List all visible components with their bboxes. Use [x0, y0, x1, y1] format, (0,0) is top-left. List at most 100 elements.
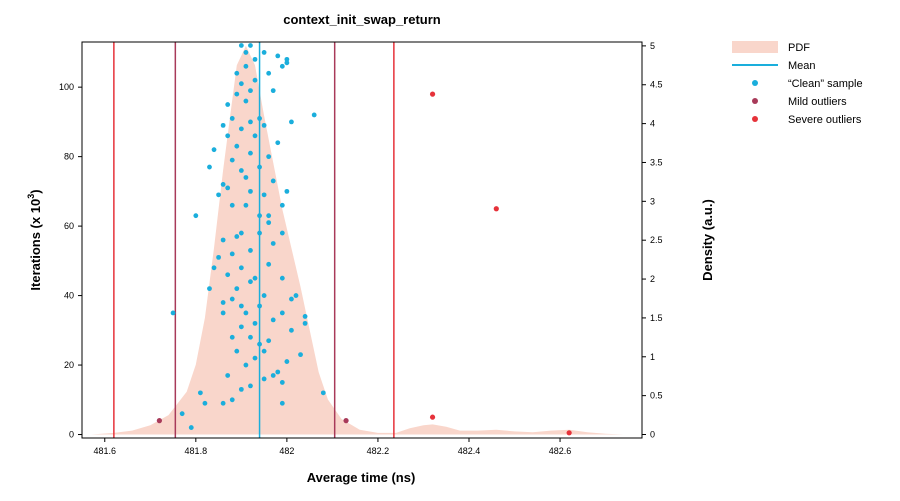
- plot-frame: [81, 41, 643, 439]
- clean-sample-point: [238, 265, 244, 271]
- clean-sample-point: [248, 383, 253, 389]
- clean-sample-point: [248, 334, 253, 340]
- y-tick-label: 80: [64, 152, 74, 162]
- clean-sample-point: [188, 425, 194, 430]
- clean-sample-point: [257, 213, 262, 219]
- clean-sample-point: [298, 352, 303, 358]
- y-axis-title-suffix: ): [28, 189, 43, 193]
- clean-sample-point: [302, 320, 308, 326]
- clean-sample-point: [238, 386, 244, 392]
- clean-sample-point: [225, 373, 231, 378]
- clean-sample-point: [270, 317, 276, 323]
- clean-sample-point: [275, 53, 281, 59]
- y-tick-label: 40: [64, 291, 74, 301]
- clean-sample-point: [216, 192, 221, 198]
- clean-sample-point: [207, 286, 212, 292]
- y-axis-ticks: 0 20 40 60 80 100: [59, 82, 82, 440]
- legend-point-swatch: [752, 98, 758, 104]
- clean-sample-point: [257, 341, 262, 347]
- clean-sample-point: [261, 50, 267, 55]
- legend-label: Mild outliers: [788, 96, 847, 108]
- y2-tick-label: 4.5: [650, 80, 663, 90]
- x-axis-ticks: 481.6 481.8 482 482.2 482.4 482.6: [93, 438, 571, 456]
- y2-axis-ticks: 0 0.5 1 1.5 2 2.5 3 3.5 4 4.5 5: [642, 41, 663, 440]
- x-tick-label: 482: [279, 446, 294, 456]
- clean-sample-point: [279, 202, 285, 208]
- outlier-bounds-layer: [113, 42, 395, 438]
- x-tick-label: 481.8: [185, 446, 208, 456]
- clean-sample-point: [248, 119, 253, 125]
- clean-sample-point: [257, 230, 262, 236]
- legend-pdf-swatch: [732, 41, 778, 53]
- y2-tick-label: 3: [650, 196, 655, 206]
- clean-sample-point: [261, 293, 267, 298]
- points-layer: [156, 43, 572, 436]
- y-axis-title-main: Iterations (x 10: [28, 199, 43, 291]
- x-tick-label: 482.2: [367, 446, 390, 456]
- clean-sample-point: [243, 310, 249, 316]
- clean-sample-point: [234, 70, 240, 76]
- clean-sample-point: [279, 63, 285, 69]
- clean-sample-point: [207, 164, 212, 170]
- legend-label: Mean: [788, 60, 816, 72]
- clean-sample-point: [261, 192, 267, 198]
- clean-sample-point: [238, 81, 244, 87]
- clean-sample-point: [270, 178, 276, 184]
- clean-sample-point: [225, 185, 231, 191]
- clean-sample-point: [252, 56, 258, 62]
- clean-sample-point: [220, 237, 226, 243]
- y2-tick-label: 2: [650, 274, 655, 284]
- clean-sample-point: [229, 334, 235, 340]
- clean-sample-point: [289, 327, 294, 333]
- clean-sample-point: [248, 150, 253, 156]
- severe-outlier-point: [493, 206, 499, 212]
- y2-tick-label: 3.5: [650, 157, 663, 167]
- clean-sample-point: [225, 102, 231, 107]
- legend-label: “Clean” sample: [788, 78, 863, 90]
- clean-sample-point: [284, 359, 290, 364]
- clean-sample-point: [243, 50, 249, 55]
- chart-title: context_init_swap_return: [283, 12, 441, 27]
- clean-sample-point: [229, 296, 235, 302]
- clean-sample-point: [257, 116, 262, 121]
- clean-sample-point: [179, 411, 185, 417]
- clean-sample-point: [270, 373, 276, 378]
- clean-sample-point: [238, 168, 244, 173]
- mild-outlier-point: [156, 418, 162, 424]
- clean-sample-point: [284, 188, 290, 194]
- clean-sample-point: [234, 91, 240, 97]
- clean-sample-point: [266, 261, 272, 267]
- pdf-area: [91, 45, 624, 435]
- clean-sample-point: [202, 400, 208, 406]
- clean-sample-point: [266, 220, 272, 226]
- clean-sample-point: [243, 362, 249, 368]
- clean-sample-point: [243, 98, 249, 104]
- clean-sample-point: [289, 296, 294, 302]
- clean-sample-point: [279, 275, 285, 281]
- clean-sample-point: [257, 164, 262, 170]
- clean-sample-point: [238, 43, 244, 48]
- clean-sample-point: [243, 202, 249, 208]
- clean-sample-point: [238, 230, 244, 236]
- y2-tick-label: 0: [650, 430, 655, 440]
- legend-label: Severe outliers: [788, 114, 862, 126]
- clean-sample-point: [243, 63, 249, 69]
- clean-sample-point: [266, 338, 272, 344]
- severe-outlier-point: [429, 414, 436, 420]
- clean-sample-point: [252, 275, 258, 281]
- legend-label: PDF: [788, 42, 810, 54]
- clean-sample-point: [220, 182, 226, 187]
- clean-sample-point: [320, 390, 326, 396]
- clean-sample-point: [234, 143, 240, 149]
- y-tick-label: 100: [59, 82, 74, 92]
- clean-sample-point: [279, 310, 285, 316]
- clean-sample-point: [234, 234, 240, 239]
- clean-sample-point: [234, 286, 240, 292]
- legend: PDF Mean “Clean” sample Mild outliers Severe…: [732, 41, 863, 126]
- clean-sample-point: [311, 112, 317, 118]
- clean-sample-point: [248, 88, 253, 94]
- clean-sample-point: [220, 122, 226, 128]
- clean-sample-point: [220, 300, 226, 305]
- legend-point-swatch: [752, 80, 758, 86]
- y2-axis-title: Density (a.u.): [700, 199, 715, 281]
